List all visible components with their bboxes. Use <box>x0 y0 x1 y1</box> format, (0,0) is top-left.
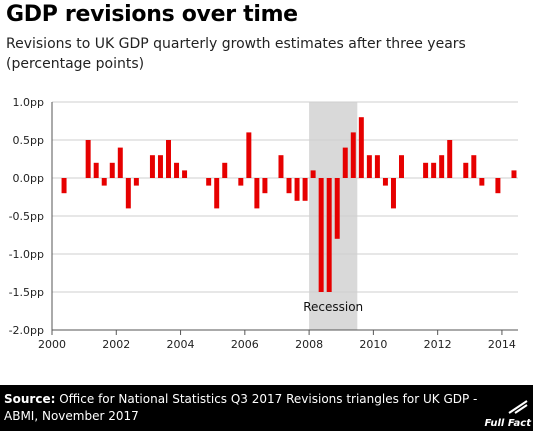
bar <box>374 155 380 178</box>
bar <box>310 170 316 178</box>
x-tick-label: 2012 <box>424 338 452 351</box>
bar <box>471 155 477 178</box>
bar <box>423 162 429 178</box>
bar <box>182 170 188 178</box>
bar <box>318 178 324 292</box>
full-fact-logo-icon <box>508 400 528 414</box>
bar <box>399 155 404 178</box>
bar <box>342 147 348 178</box>
bar <box>358 117 364 178</box>
recession-label: Recession <box>303 300 363 314</box>
bar <box>390 178 396 209</box>
bar <box>222 162 228 178</box>
bar <box>125 178 131 209</box>
bar <box>117 147 123 178</box>
bar <box>447 140 453 178</box>
bar <box>214 178 220 209</box>
x-tick-label: 2004 <box>167 338 195 351</box>
bar <box>286 178 292 194</box>
brand-name: Full Fact <box>484 418 531 429</box>
bar <box>109 162 115 178</box>
bar <box>133 178 139 186</box>
bar <box>463 162 469 178</box>
bar <box>166 140 171 178</box>
x-tick-label: 2014 <box>488 338 516 351</box>
bar <box>479 178 485 186</box>
bar <box>439 155 445 178</box>
bar <box>85 140 91 178</box>
bar <box>61 178 67 194</box>
x-tick-label: 2010 <box>359 338 387 351</box>
bar <box>149 155 155 178</box>
bar <box>262 178 268 194</box>
y-tick-label: 0.5pp <box>13 134 44 147</box>
y-tick-label: -2.0pp <box>9 324 44 337</box>
bar <box>511 170 517 178</box>
bar <box>101 178 107 186</box>
y-tick-label: 0.0pp <box>13 172 44 185</box>
bar <box>366 155 372 178</box>
y-tick-label: 1.0pp <box>13 96 44 109</box>
bar <box>302 178 308 201</box>
x-tick-label: 2000 <box>38 338 66 351</box>
bar <box>238 178 244 186</box>
bar <box>382 178 388 186</box>
bar <box>278 155 284 178</box>
bar <box>246 132 252 178</box>
source-text: Office for National Statistics Q3 2017 R… <box>4 392 478 423</box>
bar <box>431 162 437 178</box>
bar <box>326 178 332 292</box>
source-note: Source: Office for National Statistics Q… <box>4 391 484 425</box>
bar <box>254 178 260 209</box>
x-tick-label: 2008 <box>295 338 323 351</box>
chart-subtitle: Revisions to UK GDP quarterly growth est… <box>6 36 466 72</box>
x-tick-label: 2006 <box>231 338 259 351</box>
bar-chart: 1.0pp0.5pp0.0pp-0.5pp-1.0pp-1.5pp-2.0pp2… <box>9 96 518 351</box>
chart-title: GDP revisions over time <box>6 2 298 27</box>
bar <box>93 162 99 178</box>
bar <box>334 178 340 239</box>
footer: Source: Office for National Statistics Q… <box>0 385 533 431</box>
bar <box>495 178 501 194</box>
x-tick-label: 2002 <box>102 338 130 351</box>
bar <box>294 178 300 201</box>
y-tick-label: -1.0pp <box>9 248 44 261</box>
bar <box>157 155 163 178</box>
bar <box>174 162 180 178</box>
y-tick-label: -0.5pp <box>9 210 44 223</box>
source-label: Source: <box>4 392 56 406</box>
y-tick-label: -1.5pp <box>9 286 44 299</box>
bar <box>206 178 212 186</box>
bar <box>350 132 356 178</box>
